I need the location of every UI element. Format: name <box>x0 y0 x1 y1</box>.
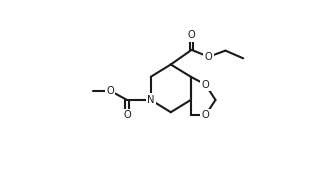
Text: O: O <box>123 110 131 120</box>
Text: O: O <box>202 110 209 120</box>
Text: O: O <box>188 30 196 40</box>
Text: O: O <box>205 52 212 62</box>
Text: N: N <box>147 95 154 105</box>
Text: O: O <box>202 80 209 90</box>
Text: O: O <box>106 86 114 96</box>
